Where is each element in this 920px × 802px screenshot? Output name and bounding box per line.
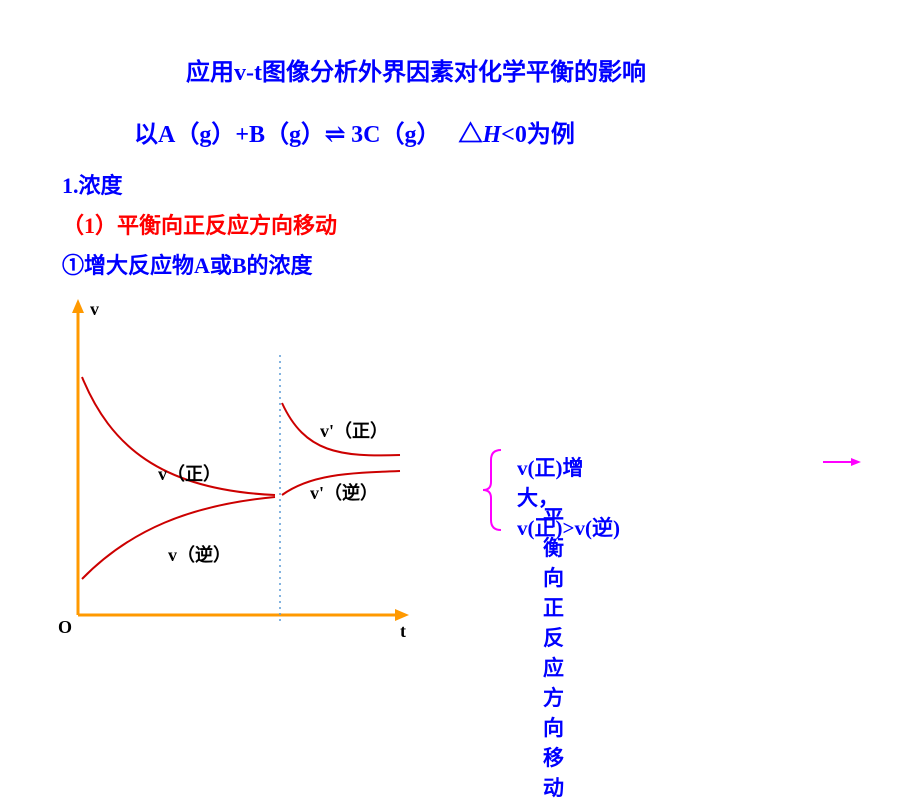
subsection-item-1: ①增大反应物A或B的浓度 (62, 248, 313, 280)
page-title: 应用v-t图像分析外界因素对化学平衡的影响 (186, 52, 646, 87)
subsection-1: （1）平衡向正反应方向移动 (62, 208, 337, 240)
vt-chart: v（正） v（逆） v'（正） v'（逆） v t O (50, 295, 430, 655)
explanation-line-1: v(正)增大，v(正)>v(逆) (517, 452, 620, 542)
chart-svg (50, 295, 430, 655)
axis-label-v: v (90, 299, 99, 320)
equation-line: 以A（g）+B（g）⇌ 3C（g） △H<0为例 (134, 114, 575, 149)
curve-label-v-reverse-prime: v'（逆） (310, 479, 378, 505)
curve-label-v-forward: v（正） (158, 460, 221, 486)
axis-origin-label: O (58, 617, 72, 638)
axis-label-t: t (400, 621, 406, 642)
curve-label-v-forward-prime: v'（正） (320, 417, 388, 443)
curve-label-v-reverse: v（逆） (168, 541, 231, 567)
section-heading: 1.浓度 (62, 168, 123, 200)
explanation-line-2: 平衡向正反应方向移动 (543, 502, 564, 802)
